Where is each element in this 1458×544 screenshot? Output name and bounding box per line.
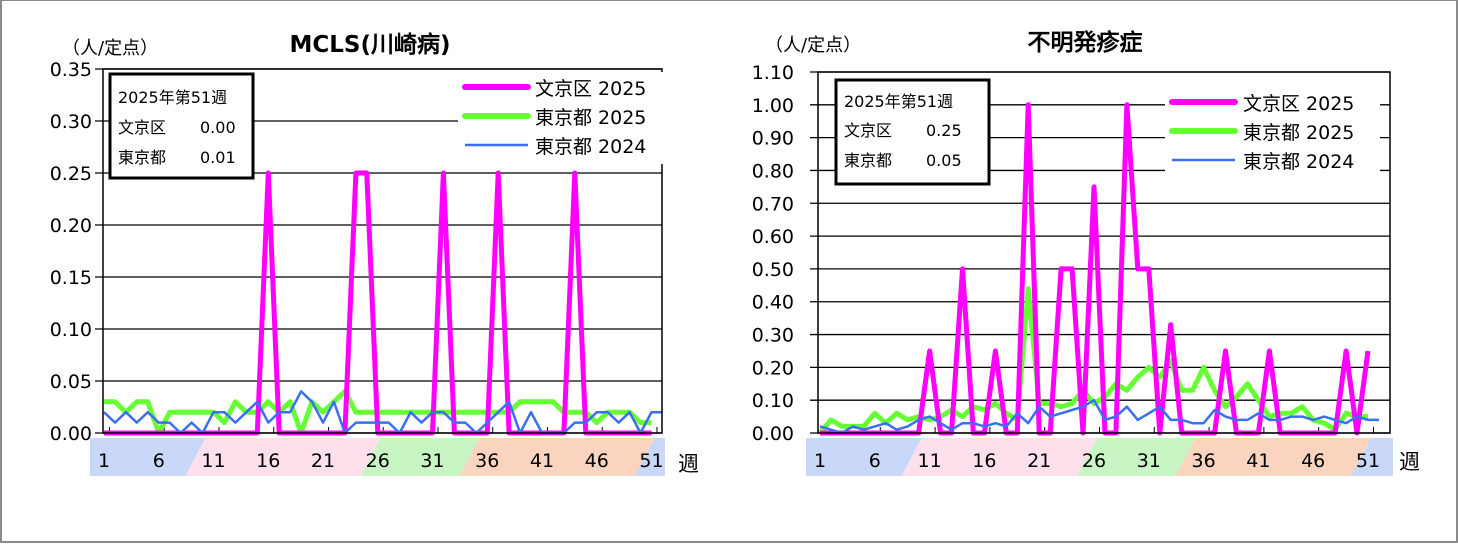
legend-label: 文京区 2025 xyxy=(535,78,646,100)
y-tick-label: 0.10 xyxy=(752,390,794,412)
y-tick-label: 0.20 xyxy=(752,357,794,379)
series-line xyxy=(103,390,663,435)
y-tick-label: 0.80 xyxy=(752,160,794,182)
y-tick-label: 0.35 xyxy=(50,59,92,81)
y-tick-label: 0.00 xyxy=(50,423,92,445)
x-axis-label: 週 xyxy=(678,452,699,476)
x-tick-label: 1 xyxy=(98,450,110,472)
x-tick-label: 51 xyxy=(639,450,663,472)
series-line xyxy=(104,170,652,436)
x-tick-label: 6 xyxy=(153,450,165,472)
y-axis-ticks: 0.00 0.05 0.10 0.15 0.20 0.25 0.30 0.35 xyxy=(50,59,92,445)
x-tick-label: 46 xyxy=(585,450,609,472)
y-tick-label: 0.50 xyxy=(752,259,794,281)
x-tick-label: 31 xyxy=(1137,450,1161,472)
info-box-week: 2025年第51週 xyxy=(844,92,953,111)
week-band xyxy=(634,438,665,476)
y-tick-label: 0.30 xyxy=(50,111,92,133)
week-band xyxy=(1351,438,1393,476)
y-tick-label: 0.70 xyxy=(752,193,794,215)
x-axis-ticks: 1 6 11 16 21 26 31 36 41 46 51 xyxy=(814,427,1380,472)
y-tick-label: 0.00 xyxy=(752,423,794,445)
y-tick-label: 0.40 xyxy=(752,292,794,314)
x-tick-label: 41 xyxy=(1246,450,1270,472)
info-box-bunkyo-label: 文京区 xyxy=(118,118,166,137)
legend: 文京区 2025 東京都 2025 東京都 2024 xyxy=(1165,85,1380,180)
info-box-bunkyo-value: 0.25 xyxy=(926,121,962,140)
y-tick-label: 1.00 xyxy=(752,95,794,117)
mcls-chart: （人/定点） MCLS(川崎病) 0.00 0.05 0.10 0.15 0.20 0.2… xyxy=(50,31,699,476)
x-tick-label: 51 xyxy=(1356,450,1380,472)
y-axis-ticks: 0.00 0.10 0.20 0.30 0.40 0.50 0.60 0.70 0.80 0.90… xyxy=(752,62,794,445)
y-unit-label: （人/定点） xyxy=(765,35,861,56)
week-band xyxy=(90,438,206,476)
legend-label: 文京区 2025 xyxy=(1243,93,1354,115)
series-line xyxy=(818,286,1368,435)
chart-title: MCLS(川崎病) xyxy=(289,31,450,58)
x-tick-label: 1 xyxy=(814,450,826,472)
week-band xyxy=(459,438,655,476)
x-tick-label: 16 xyxy=(256,450,280,472)
legend-label: 東京都 2025 xyxy=(1243,122,1354,144)
legend-label: 東京都 2024 xyxy=(1243,151,1354,173)
info-box-tokyo-value: 0.05 xyxy=(926,151,962,170)
x-tick-label: 26 xyxy=(1082,450,1106,472)
legend-label: 東京都 2025 xyxy=(535,107,646,129)
y-tick-label: 0.25 xyxy=(50,163,92,185)
week-band xyxy=(806,438,922,476)
y-tick-label: 0.05 xyxy=(50,371,92,393)
info-box-tokyo-label: 東京都 xyxy=(844,151,892,170)
info-box-week: 2025年第51週 xyxy=(118,88,227,107)
y-tick-label: 0.30 xyxy=(752,325,794,347)
x-tick-label: 36 xyxy=(1192,450,1216,472)
x-tick-label: 11 xyxy=(918,450,942,472)
info-box-tokyo-label: 東京都 xyxy=(118,148,166,167)
plot-area-border xyxy=(817,71,1391,434)
x-tick-label: 31 xyxy=(420,450,444,472)
info-box-tokyo-value: 0.01 xyxy=(200,148,236,167)
y-tick-label: 0.20 xyxy=(50,215,92,237)
y-tick-label: 0.15 xyxy=(50,267,92,289)
y-tick-label: 0.90 xyxy=(752,128,794,150)
unknown-rash-chart: （人/定点） 不明発疹症 0.00 0.10 0.20 0.30 0.40 0.50 0.6… xyxy=(752,29,1420,476)
y-tick-label: 0.60 xyxy=(752,226,794,248)
x-axis-ticks: 1 6 11 16 21 26 31 36 41 46 51 xyxy=(98,427,664,472)
y-unit-label: （人/定点） xyxy=(62,38,158,59)
x-tick-label: 36 xyxy=(475,450,499,472)
info-box-bunkyo-value: 0.00 xyxy=(200,118,236,137)
info-box: 2025年第51週 文京区 0.00 東京都 0.01 xyxy=(108,72,255,180)
info-box: 2025年第51週 文京区 0.25 東京都 0.05 xyxy=(834,78,991,186)
x-tick-label: 41 xyxy=(530,450,554,472)
week-bands xyxy=(90,438,665,476)
x-tick-label: 6 xyxy=(869,450,881,472)
x-tick-label: 26 xyxy=(366,450,390,472)
week-band xyxy=(360,438,480,476)
legend: 文京区 2025 東京都 2025 東京都 2024 xyxy=(458,72,668,164)
legend-label: 東京都 2024 xyxy=(535,136,646,158)
y-tick-label: 0.10 xyxy=(50,319,92,341)
week-band xyxy=(185,438,381,476)
series-lines xyxy=(103,170,663,436)
week-bands xyxy=(806,438,1393,476)
chart-title: 不明発疹症 xyxy=(1028,29,1143,56)
y-tick-label: 1.10 xyxy=(752,62,794,84)
x-tick-label: 46 xyxy=(1301,450,1325,472)
info-box-bunkyo-label: 文京区 xyxy=(844,121,892,140)
series-line xyxy=(819,398,1379,435)
x-tick-label: 21 xyxy=(311,450,335,472)
week-band xyxy=(901,438,1098,476)
x-tick-label: 21 xyxy=(1027,450,1051,472)
x-tick-label: 16 xyxy=(972,450,996,472)
week-band xyxy=(1175,438,1372,476)
x-tick-label: 11 xyxy=(201,450,225,472)
x-axis-label: 週 xyxy=(1399,450,1420,474)
week-band xyxy=(1077,438,1196,476)
plot-area-border xyxy=(102,68,663,434)
